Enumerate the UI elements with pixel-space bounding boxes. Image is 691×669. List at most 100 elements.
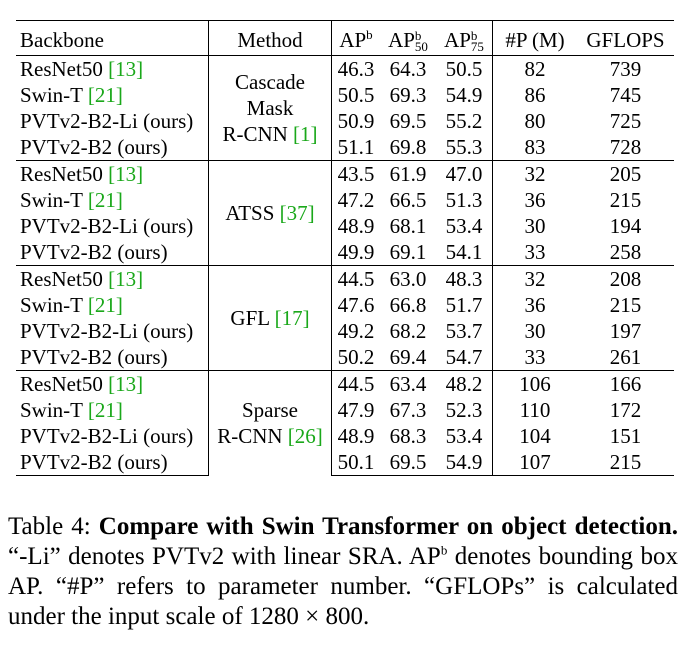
cell-ap50: 69.4 <box>389 345 427 369</box>
cell-ap75: 55.2 <box>436 108 493 134</box>
table-row: Swin-T [21] 47.2 66.5 51.3 36 215 <box>16 187 674 213</box>
cell-ap75: 51.3 <box>436 187 493 213</box>
backbone-name: PVTv2-B2-Li (ours) <box>20 109 194 133</box>
cell-backbone: Swin-T [21] <box>16 82 209 108</box>
cell-ap50: 63.0 <box>380 265 436 292</box>
header-ap-text: AP <box>339 28 367 52</box>
citation-link[interactable]: [26] <box>287 424 323 449</box>
header-ap75-sub: 75 <box>470 39 484 54</box>
header-backbone-text: Backbone <box>20 28 104 52</box>
table-row: ResNet50 [13] GFL [17] 44.5 63.0 48.3 32 208 <box>16 265 674 371</box>
cell-params: 36 <box>524 293 546 317</box>
cell-ap75: 55.3 <box>436 134 493 161</box>
cell-params: 33 <box>524 345 546 369</box>
cell-ap75: 54.9 <box>436 82 493 108</box>
header-params-text: #P (M) <box>505 28 565 52</box>
cell-params: 104 <box>519 424 551 448</box>
cell-ap50: 66.5 <box>389 188 427 212</box>
cell-ap50: 61.9 <box>380 160 436 187</box>
header-params: #P (M) <box>492 20 577 56</box>
cell-method: Cascade Mask R-CNN [1] <box>208 55 332 161</box>
caption-label: Table 4: <box>8 513 91 540</box>
citation-link[interactable]: [13] <box>108 372 144 396</box>
backbone-name: PVTv2-B2 (ours) <box>20 240 168 264</box>
cell-gflops: 725 <box>609 109 642 133</box>
citation-link[interactable]: [21] <box>87 83 123 107</box>
cell-params: 107 <box>492 449 577 476</box>
cell-params: 36 <box>524 188 546 212</box>
results-table: Backbone Method APb AP b 50 AP b 75 #P (M) G… <box>16 20 674 476</box>
citation-link[interactable]: [13] <box>108 267 144 291</box>
cell-backbone: Swin-T [21] <box>16 397 209 423</box>
cell-params: 33 <box>524 240 546 264</box>
citation-link[interactable]: [13] <box>108 162 144 186</box>
cell-ap: 50.5 <box>337 83 375 107</box>
header-ap75-text: AP <box>444 28 471 52</box>
cell-params: 30 <box>524 319 546 343</box>
cell-ap50: 68.2 <box>389 319 427 343</box>
header-ap50-sup: b <box>414 28 422 43</box>
method-line: R-CNN <box>222 122 288 146</box>
cell-ap50: 69.5 <box>389 109 427 133</box>
cell-backbone: Swin-T [21] <box>16 292 209 318</box>
table-row: ResNet50 [13] Sparse R-CNN [26] 44.5 63.4 48.… <box>16 370 674 476</box>
cell-backbone: PVTv2-B2 (ours) <box>16 449 209 476</box>
method-line: GFL <box>230 306 270 330</box>
citation-link[interactable]: [21] <box>87 293 123 317</box>
table-row: PVTv2-B2-Li (ours) 48.9 68.3 53.4 104 151 <box>16 423 674 449</box>
backbone-name: PVTv2-B2 (ours) <box>20 135 168 159</box>
table-header-row: Backbone Method APb AP b 50 AP b 75 #P (M) G… <box>16 20 674 56</box>
cell-ap50: 69.1 <box>389 240 427 264</box>
method-line: Cascade <box>235 70 305 94</box>
cell-ap75: 52.3 <box>436 397 493 423</box>
cell-ap75: 53.7 <box>436 318 493 344</box>
cell-gflops: 194 <box>609 214 642 238</box>
citation-link[interactable]: [37] <box>279 201 315 225</box>
cell-ap: 44.5 <box>331 265 380 292</box>
cell-gflops: 215 <box>609 293 642 317</box>
table-row: PVTv2-B2 (ours) 51.1 69.8 55.3 83 728 <box>16 134 674 161</box>
header-ap50-text: AP <box>388 28 415 52</box>
citation-link[interactable]: [17] <box>274 306 310 330</box>
table-figure: Backbone Method APb AP b 50 AP b 75 #P (M) G… <box>8 20 684 476</box>
backbone-name: ResNet50 <box>20 267 103 291</box>
cell-ap: 50.2 <box>337 345 375 369</box>
cell-gflops: 215 <box>609 188 642 212</box>
citation-link[interactable]: [21] <box>87 398 123 422</box>
cell-gflops: 261 <box>609 345 642 369</box>
cell-gflops: 208 <box>577 265 674 292</box>
cell-ap50: 63.4 <box>380 370 436 397</box>
caption-title: Compare with Swin Transformer on object … <box>98 513 679 540</box>
cell-ap50: 64.3 <box>380 55 436 82</box>
table-row: Swin-T [21] 47.9 67.3 52.3 110 172 <box>16 397 674 423</box>
cell-ap: 43.5 <box>331 160 380 187</box>
method-line: R-CNN <box>217 424 283 449</box>
backbone-name: PVTv2-B2 (ours) <box>20 345 168 369</box>
header-method: Method <box>208 20 332 56</box>
cell-params: 82 <box>492 55 577 82</box>
table-row: PVTv2-B2-Li (ours) 49.2 68.2 53.7 30 197 <box>16 318 674 344</box>
header-gflops-text: GFLOPS <box>586 28 665 52</box>
cell-method: ATSS [37] <box>208 160 332 266</box>
table-row: PVTv2-B2 (ours) 50.2 69.4 54.7 33 261 <box>16 344 674 371</box>
cell-ap75: 51.7 <box>436 292 493 318</box>
citation-link[interactable]: [1] <box>293 122 318 146</box>
caption-text-1: “-Li” denotes PVTv2 with linear SRA. AP <box>8 543 441 570</box>
cell-gflops: 197 <box>609 319 642 343</box>
header-method-text: Method <box>237 28 303 52</box>
cell-ap: 48.9 <box>337 214 375 238</box>
cell-ap75: 48.2 <box>436 370 493 397</box>
cell-gflops: 745 <box>609 83 642 107</box>
header-gflops: GFLOPS <box>577 20 674 56</box>
method-line: Mask <box>246 96 294 120</box>
cell-gflops: 166 <box>577 370 674 397</box>
cell-params: 83 <box>524 135 546 159</box>
cell-ap50: 69.5 <box>380 449 436 476</box>
cell-params: 110 <box>519 398 551 422</box>
citation-link[interactable]: [21] <box>87 188 123 212</box>
cell-backbone: PVTv2-B2-Li (ours) <box>16 213 209 239</box>
citation-link[interactable]: [13] <box>108 57 144 81</box>
header-ap50-sub: 50 <box>414 39 428 54</box>
cell-ap: 46.3 <box>331 55 380 82</box>
cell-backbone: ResNet50 [13] <box>16 160 209 187</box>
